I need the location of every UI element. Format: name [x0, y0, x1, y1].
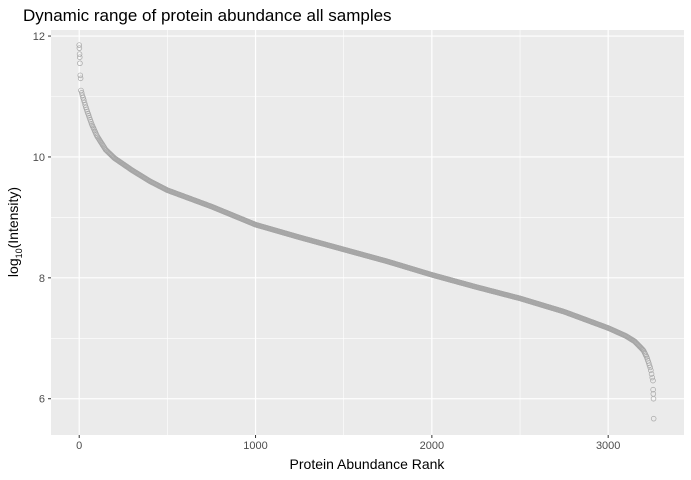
x-axis-title: Protein Abundance Rank: [290, 456, 446, 472]
data-point: [650, 377, 656, 384]
data-point: [79, 92, 86, 99]
y-axis-title-subscript: 10: [14, 248, 24, 258]
data-point: [648, 367, 654, 374]
data-point: [650, 415, 657, 422]
data-point: [81, 97, 87, 103]
x-tick-label: 0: [76, 440, 82, 452]
data-point: [78, 90, 85, 96]
data-point: [77, 72, 84, 79]
plot-panel: [51, 30, 684, 435]
data-point: [80, 94, 86, 101]
gridlines: [51, 30, 684, 435]
y-tick-label: 10: [33, 152, 45, 164]
data-point: [77, 60, 83, 66]
data-points: [76, 42, 657, 422]
data-point: [650, 395, 657, 402]
y-axis-title: log10(Intensity): [5, 187, 24, 277]
y-axis-title-base: log: [5, 258, 21, 277]
data-point: [76, 51, 83, 57]
y-tick-label: 12: [33, 31, 45, 43]
x-tick-label: 3000: [596, 440, 620, 452]
data-point: [76, 45, 83, 51]
data-point: [78, 87, 84, 94]
x-tick-label: 1000: [243, 440, 267, 452]
data-point: [646, 362, 653, 368]
data-point: [647, 364, 653, 371]
y-axis-ticks: 6 8 10 12: [33, 31, 51, 406]
chart-title: Dynamic range of protein abundance all s…: [23, 6, 392, 25]
x-tick-label: 2000: [420, 440, 444, 452]
data-point: [76, 42, 82, 48]
data-point: [648, 371, 655, 377]
y-tick-label: 6: [39, 394, 45, 406]
data-point: [81, 99, 88, 106]
data-point: [76, 54, 83, 60]
y-tick-label: 8: [39, 273, 45, 285]
data-point: [649, 374, 656, 381]
y-axis-title-rest: (Intensity): [5, 187, 21, 248]
data-point: [650, 386, 656, 393]
x-axis-ticks: 0 1000 2000 3000: [76, 435, 620, 452]
data-point: [77, 75, 84, 82]
